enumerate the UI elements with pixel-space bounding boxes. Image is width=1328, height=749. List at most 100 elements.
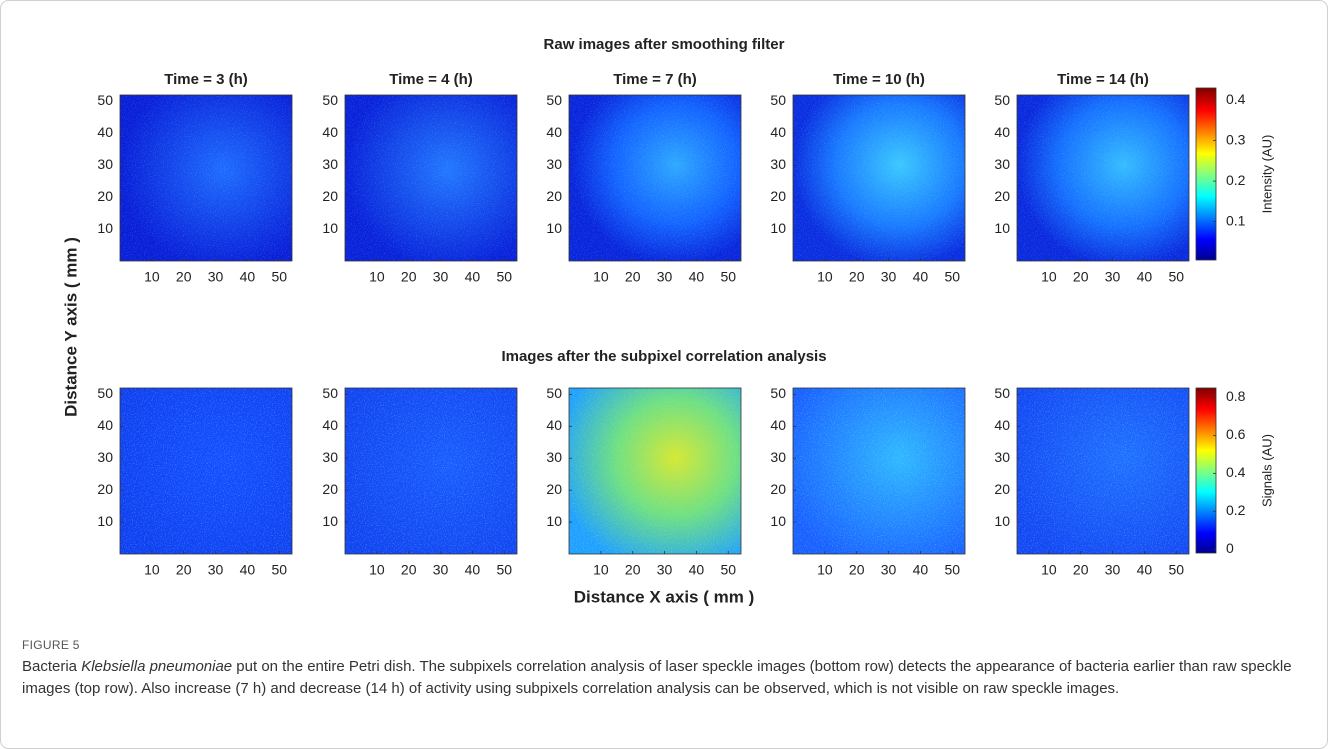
x-tick-label: 20 xyxy=(625,269,641,285)
speckle-texture xyxy=(345,388,517,554)
x-tick-label: 50 xyxy=(1168,269,1184,285)
panel-title: Time = 10 (h) xyxy=(833,71,925,88)
y-tick-label: 40 xyxy=(770,417,786,433)
x-tick-label: 40 xyxy=(465,269,481,285)
x-tick-label: 10 xyxy=(144,269,160,285)
y-tick-label: 30 xyxy=(770,156,786,172)
x-tick-label: 50 xyxy=(271,562,287,578)
caption-label: FIGURE 5 xyxy=(22,634,1312,656)
caption-species: Klebsiella pneumoniae xyxy=(81,658,232,675)
x-tick-label: 40 xyxy=(913,269,929,285)
x-tick-label: 50 xyxy=(496,562,512,578)
y-tick-label: 30 xyxy=(546,449,562,465)
y-tick-label: 10 xyxy=(322,220,338,236)
x-tick-label: 50 xyxy=(496,269,512,285)
y-tick-label: 30 xyxy=(994,156,1010,172)
x-tick-label: 30 xyxy=(208,562,224,578)
y-tick-label: 50 xyxy=(97,92,113,108)
y-tick-label: 30 xyxy=(97,156,113,172)
y-tick-label: 40 xyxy=(97,124,113,140)
y-tick-label: 20 xyxy=(322,188,338,204)
panel-title: Time = 4 (h) xyxy=(389,71,473,88)
colorbar-label: Signals (AU) xyxy=(1259,434,1274,507)
speckle-texture xyxy=(793,388,965,554)
y-tick-label: 50 xyxy=(546,92,562,108)
colorbar xyxy=(1196,388,1216,553)
y-tick-label: 30 xyxy=(994,449,1010,465)
y-tick-label: 50 xyxy=(770,385,786,401)
figure-page: Distance Y axis ( mm ) Distance X axis (… xyxy=(0,0,1328,749)
x-tick-label: 20 xyxy=(625,562,641,578)
x-tick-label: 30 xyxy=(657,562,673,578)
x-tick-label: 10 xyxy=(593,562,609,578)
x-tick-label: 50 xyxy=(271,269,287,285)
y-tick-label: 20 xyxy=(994,481,1010,497)
caption: FIGURE 5 Bacteria Klebsiella pneumoniae … xyxy=(22,634,1312,700)
colorbar-tick-label: 0.1 xyxy=(1226,212,1246,228)
x-tick-label: 30 xyxy=(433,562,449,578)
x-tick-label: 20 xyxy=(176,269,192,285)
colorbar-tick-label: 0.4 xyxy=(1226,464,1246,480)
colorbar-tick-label: 0.6 xyxy=(1226,426,1246,442)
panel-title: Time = 7 (h) xyxy=(613,71,697,88)
y-tick-label: 30 xyxy=(97,449,113,465)
x-tick-label: 10 xyxy=(369,269,385,285)
y-tick-label: 50 xyxy=(322,385,338,401)
speckle-texture xyxy=(1017,388,1189,554)
x-tick-label: 20 xyxy=(849,269,865,285)
y-tick-label: 10 xyxy=(770,513,786,529)
y-tick-label: 30 xyxy=(322,156,338,172)
y-tick-label: 10 xyxy=(322,513,338,529)
x-tick-label: 10 xyxy=(817,269,833,285)
colorbar-tick-label: 0.4 xyxy=(1226,91,1246,107)
y-tick-label: 20 xyxy=(994,188,1010,204)
y-tick-label: 20 xyxy=(97,481,113,497)
x-tick-label: 50 xyxy=(1168,562,1184,578)
x-tick-label: 20 xyxy=(176,562,192,578)
colorbar xyxy=(1196,88,1216,260)
y-tick-label: 10 xyxy=(546,513,562,529)
y-tick-label: 40 xyxy=(322,417,338,433)
speckle-texture xyxy=(345,95,517,261)
y-tick-label: 40 xyxy=(994,417,1010,433)
colorbar-label: Intensity (AU) xyxy=(1259,135,1274,214)
y-tick-label: 40 xyxy=(97,417,113,433)
x-tick-label: 40 xyxy=(689,562,705,578)
x-tick-label: 30 xyxy=(433,269,449,285)
x-tick-label: 30 xyxy=(881,562,897,578)
y-tick-label: 20 xyxy=(322,481,338,497)
x-tick-label: 40 xyxy=(913,562,929,578)
x-tick-label: 10 xyxy=(1041,269,1057,285)
x-tick-label: 20 xyxy=(1073,562,1089,578)
x-tick-label: 50 xyxy=(944,562,960,578)
y-tick-label: 10 xyxy=(97,513,113,529)
x-tick-label: 20 xyxy=(401,269,417,285)
y-tick-label: 40 xyxy=(322,124,338,140)
x-tick-label: 20 xyxy=(849,562,865,578)
x-tick-label: 40 xyxy=(689,269,705,285)
speckle-texture xyxy=(569,388,741,554)
y-tick-label: 50 xyxy=(770,92,786,108)
y-tick-label: 40 xyxy=(546,124,562,140)
colorbar-tick-label: 0.2 xyxy=(1226,172,1246,188)
y-tick-label: 50 xyxy=(322,92,338,108)
y-tick-label: 20 xyxy=(770,188,786,204)
x-tick-label: 50 xyxy=(720,562,736,578)
x-tick-label: 10 xyxy=(817,562,833,578)
x-tick-label: 40 xyxy=(1137,269,1153,285)
speckle-texture xyxy=(793,95,965,261)
speckle-texture xyxy=(120,388,292,554)
x-tick-label: 50 xyxy=(944,269,960,285)
y-tick-label: 10 xyxy=(994,220,1010,236)
y-axis-label: Distance Y axis ( mm ) xyxy=(61,237,80,417)
y-tick-label: 20 xyxy=(770,481,786,497)
y-tick-label: 10 xyxy=(770,220,786,236)
speckle-texture xyxy=(120,95,292,261)
y-tick-label: 10 xyxy=(546,220,562,236)
x-tick-label: 10 xyxy=(144,562,160,578)
row-title: Raw images after smoothing filter xyxy=(544,36,785,53)
y-tick-label: 10 xyxy=(994,513,1010,529)
x-tick-label: 30 xyxy=(208,269,224,285)
caption-text: Bacteria Klebsiella pneumoniae put on th… xyxy=(22,656,1312,700)
speckle-texture xyxy=(569,95,741,261)
